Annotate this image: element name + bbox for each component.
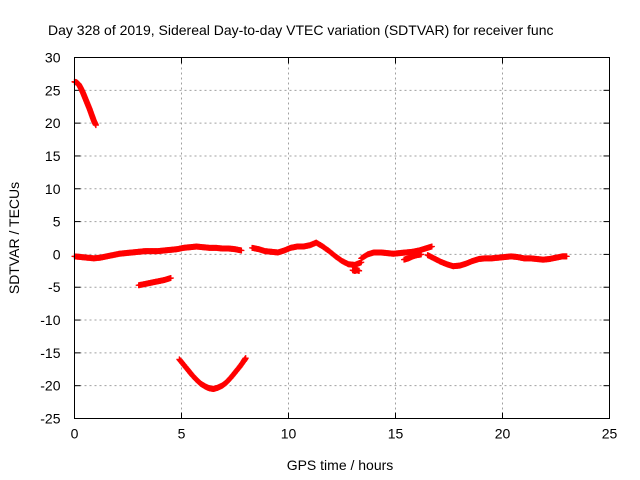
data-point — [356, 267, 363, 274]
x-tick-label: 15 — [388, 426, 404, 442]
chart-title: Day 328 of 2019, Sidereal Day-to-day VTE… — [48, 22, 554, 38]
y-axis-title: SDTVAR / TECUs — [6, 182, 22, 294]
y-tick-label: -20 — [40, 378, 60, 394]
y-tick-label: -5 — [48, 279, 61, 295]
y-tick-label: 25 — [45, 82, 61, 98]
y-tick-label: 15 — [45, 148, 61, 164]
x-axis-title: GPS time / hours — [287, 457, 394, 473]
y-tick-label: 10 — [45, 181, 61, 197]
plot-frame — [74, 57, 610, 419]
y-tick-label: 20 — [45, 115, 61, 131]
y-tick-label: -15 — [40, 345, 60, 361]
x-tick-label: 20 — [495, 426, 511, 442]
data-point — [238, 247, 245, 254]
y-tick-label: -25 — [40, 411, 60, 427]
x-tick-label: 10 — [281, 426, 297, 442]
x-tick-label: 25 — [602, 426, 618, 442]
y-tick-label: 30 — [45, 50, 61, 66]
data-point — [167, 275, 174, 282]
series-arc-9 — [424, 252, 570, 270]
x-tick-label: 0 — [71, 426, 79, 442]
series-arc-7 — [358, 243, 435, 262]
data-point — [418, 251, 425, 258]
axis-ticks: 0 5 10 15 20 25 -25 -20 -15 -10 -5 0 5 10 15 20 25 30 — [40, 50, 617, 442]
series-arc-5 — [249, 239, 365, 268]
x-tick-label: 5 — [178, 426, 186, 442]
y-tick-label: -10 — [40, 312, 60, 328]
data-point — [563, 253, 570, 260]
series-arc-4 — [176, 355, 249, 392]
series-arc-6 — [349, 267, 363, 274]
series-arc-1 — [71, 78, 99, 129]
y-tick-label: 5 — [53, 214, 61, 230]
series-arc-2 — [71, 243, 245, 262]
y-tick-label: 0 — [53, 246, 61, 262]
data-point — [92, 122, 99, 129]
data-point — [242, 355, 249, 362]
grid-lines — [74, 57, 610, 419]
data-points — [71, 78, 570, 392]
series-arc-8 — [401, 251, 425, 263]
series-arc-3 — [135, 275, 174, 289]
data-point — [428, 243, 435, 250]
